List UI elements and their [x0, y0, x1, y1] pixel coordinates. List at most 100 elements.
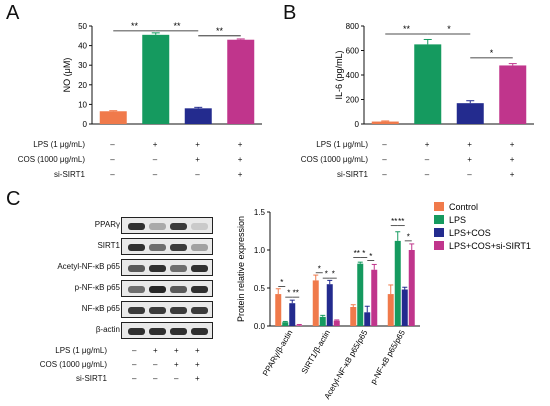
panel-c-bar [312, 280, 319, 326]
blot-band [170, 307, 187, 314]
blot-band [149, 223, 166, 230]
panel-c-bar [364, 312, 371, 326]
panel-c-legend-swatch [434, 241, 444, 250]
condition-c-mark: – [132, 374, 137, 383]
panel-c-bar [333, 320, 340, 326]
panel-c-bar [326, 284, 333, 326]
panel-c-legend-swatch [434, 215, 444, 224]
panel-c-significance-label: ** [293, 289, 299, 298]
blot-row-label: β-actin [95, 325, 120, 334]
blot-row-label: PPARγ [94, 220, 120, 229]
condition-a-mark: – [152, 170, 158, 179]
panel-c-significance-label: ** [391, 217, 397, 226]
blot-row: Acetyl-NF-κB p65 [4, 259, 214, 276]
blot-row-label: Acetyl-NF-κB p65 [57, 262, 120, 271]
blot-band [191, 223, 208, 230]
panel-c-bar [357, 263, 364, 326]
panel-a-y-tick-label: 20 [78, 81, 87, 90]
blot-band [149, 328, 166, 335]
panel-c-significance-label: ** [354, 249, 360, 258]
panel-b-bar [499, 65, 527, 124]
panel-c-y-tick-label: 0.5 [254, 284, 266, 293]
blot-band [128, 286, 145, 293]
panel-c-significance-label: * [332, 270, 335, 279]
panel-c-significance-label: * [325, 270, 328, 279]
condition-c-mark: – [153, 360, 158, 369]
panel-c-legend-swatch [434, 202, 444, 211]
panel-label-c: C [6, 188, 21, 210]
blot-band [149, 286, 166, 293]
panel-c-legend-label: LPS+COS+si-SIRT1 [449, 241, 531, 251]
panel-c-x-tick-label: p-NF-κB p65/p65 [369, 328, 408, 386]
blot-band [128, 307, 145, 314]
condition-a-mark: – [110, 155, 115, 164]
panel-b-y-axis-label: IL-6 (pg/mL) [334, 50, 344, 99]
blot-band [191, 244, 208, 251]
blot-row-label: p-NF-κB p65 [74, 283, 120, 292]
condition-b-mark: + [424, 140, 430, 149]
condition-b-mark: + [509, 155, 515, 164]
panel-a-significance-label: ** [216, 26, 224, 36]
panel-c-significance-label: * [362, 249, 365, 258]
chart-panel-c: 0.0 0.5 1.0 1.5 Protein relative expression P… [236, 202, 531, 401]
panel-c-bar [350, 307, 357, 326]
panel-a-y-tick-label: 30 [78, 61, 87, 70]
condition-a-mark: + [152, 140, 158, 149]
panel-a-bar [142, 34, 170, 124]
condition-b-label: LPS (1 μg/mL) [316, 140, 368, 149]
condition-a-mark: + [237, 155, 243, 164]
panel-c-bar [408, 250, 415, 326]
condition-b-mark: – [467, 170, 472, 179]
condition-c-mark: – [132, 346, 137, 355]
condition-c-mark: + [195, 346, 200, 355]
condition-c-mark: – [132, 360, 137, 369]
panel-c-y-axis-label: Protein relative expression [236, 216, 246, 322]
blot-strip [121, 322, 213, 339]
panel-b-y-tick-label: 0 [355, 120, 360, 129]
panel-c-legend-label: LPS+COS [449, 228, 491, 238]
blot-band [191, 328, 208, 335]
blot-band [170, 265, 187, 272]
blot-strip [121, 301, 213, 318]
condition-c-mark: – [153, 374, 158, 383]
blot-row: p-NF-κB p65 [4, 280, 214, 297]
condition-b-label: COS (1000 μg/mL) [300, 155, 368, 164]
panel-c-significance-label: * [318, 264, 321, 273]
condition-b-mark: + [467, 155, 472, 164]
panel-b-significance-label: * [447, 24, 451, 34]
panel-c-legend-label: LPS [449, 215, 466, 225]
panel-a-y-tick-label: 50 [78, 22, 87, 31]
condition-c-mark: + [174, 346, 179, 355]
panel-c-x-tick-label: PPARγ/β-actin [261, 329, 295, 378]
panel-c-legend-label: Control [449, 202, 478, 212]
condition-c-mark: + [153, 346, 158, 355]
condition-b-mark: + [467, 140, 472, 149]
panel-c-bar [275, 294, 282, 326]
panel-b-y-tick-label: 400 [346, 71, 360, 80]
panel-c-x-tick-label: SIRT1/β-actin [300, 329, 332, 376]
panel-label-b: B [283, 2, 297, 24]
panel-label-a: A [6, 2, 20, 24]
blot-band [191, 265, 208, 272]
panel-b-bar [456, 103, 484, 124]
panel-b-significance-label: ** [403, 24, 411, 34]
condition-a-mark: – [110, 170, 115, 179]
blot-band [128, 244, 145, 251]
panel-c-bar [289, 303, 296, 326]
condition-a-label: COS (1000 μg/mL) [17, 155, 85, 164]
condition-b-mark: – [424, 170, 430, 179]
panel-b-bar [414, 44, 442, 124]
panel-c-significance-label: * [369, 252, 372, 261]
panel-c-bar [387, 294, 394, 326]
panel-c-bar [282, 322, 289, 326]
condition-b-mark: + [509, 140, 515, 149]
panel-a-significance-label: ** [131, 21, 139, 31]
condition-c-label: COS (1000 μg/mL) [39, 360, 107, 369]
condition-a-mark: + [195, 140, 200, 149]
blot-row: SIRT1 [4, 238, 214, 255]
condition-c-label: si-SIRT1 [76, 374, 107, 383]
panel-c-bar [401, 289, 408, 326]
panel-c-bar [319, 316, 326, 326]
panel-b-y-tick-label: 800 [346, 22, 360, 31]
